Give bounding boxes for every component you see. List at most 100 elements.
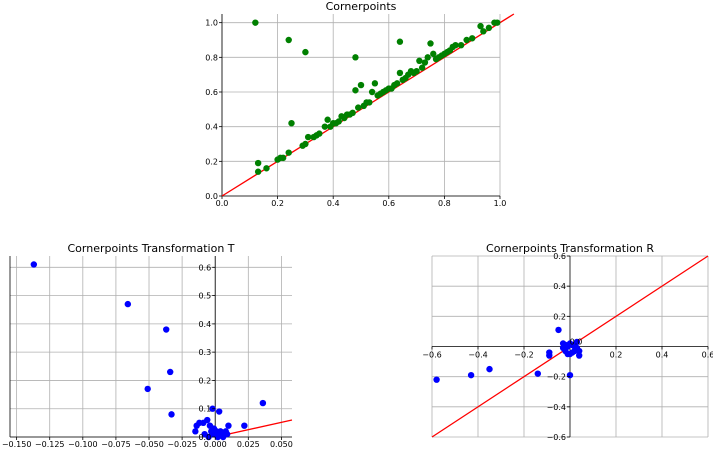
data-point	[263, 165, 270, 172]
y-tick-label: 0.2	[553, 312, 566, 321]
data-point	[193, 422, 200, 429]
y-tick-label: −0.4	[547, 403, 566, 412]
data-point	[368, 88, 376, 96]
chart-title: Cornerpoints Transformation T	[67, 242, 234, 255]
x-tick-label: −0.4	[468, 351, 487, 360]
y-tick-label: 0.6	[198, 263, 211, 272]
data-point	[555, 326, 562, 334]
y-tick-label: 0.0	[205, 192, 218, 201]
x-tick-label: 0.6	[702, 351, 713, 360]
data-point	[418, 64, 426, 71]
data-point	[452, 42, 459, 49]
data-point	[566, 371, 574, 379]
x-tick-label: −0.2	[514, 351, 533, 360]
data-point	[304, 133, 312, 141]
x-tick-label: 0.4	[327, 199, 340, 208]
data-point	[215, 408, 223, 415]
x-tick-label: −0.050	[134, 440, 164, 449]
data-point	[168, 411, 175, 418]
data-point	[225, 422, 232, 429]
x-tick-label: 1.0	[494, 199, 507, 208]
y-tick-label: 0.0	[198, 433, 211, 442]
data-point	[467, 371, 475, 379]
data-point	[573, 338, 581, 346]
data-point	[209, 430, 216, 438]
data-point	[302, 140, 309, 148]
data-point	[393, 80, 401, 87]
x-tick-label: 0.6	[382, 199, 395, 208]
y-tick-label: 0.6	[205, 88, 218, 97]
data-point	[566, 350, 574, 358]
y-tick-label: −0.6	[547, 433, 566, 442]
data-point	[288, 120, 295, 127]
data-point	[421, 59, 429, 66]
data-point	[430, 50, 437, 58]
data-point	[252, 19, 259, 26]
x-tick-label: 0.000	[204, 440, 227, 449]
x-tick-label: 0.2	[271, 199, 284, 208]
data-point	[366, 99, 373, 106]
x-tick-label: 0.050	[270, 440, 293, 449]
y-tick-label: 0.2	[205, 157, 218, 166]
data-point	[457, 42, 465, 49]
data-point	[357, 81, 365, 89]
x-tick-label: 0.4	[656, 351, 669, 360]
data-point	[352, 54, 359, 61]
y-tick-label: 0.5	[198, 292, 211, 301]
data-point	[254, 159, 262, 167]
x-tick-label: −0.6	[422, 351, 441, 360]
data-point	[559, 344, 567, 352]
data-point	[204, 416, 211, 424]
x-tick-label: −0.025	[167, 440, 197, 449]
data-point	[576, 347, 583, 355]
data-point	[469, 35, 476, 42]
x-tick-label: −0.150	[2, 440, 32, 449]
y-tick-label: 0.2	[198, 376, 211, 385]
data-point	[349, 109, 356, 117]
data-point	[486, 365, 493, 373]
chart-transformation-r: Cornerpoints Transformation R −0.6 −0.4 −0.…	[422, 242, 713, 442]
data-point	[494, 19, 501, 26]
data-point	[30, 261, 38, 268]
data-point	[534, 370, 541, 377]
data-point	[316, 130, 323, 137]
data-point	[396, 69, 404, 77]
data-point	[285, 36, 292, 44]
data-point	[352, 87, 359, 94]
y-tick-label: 0.6	[553, 252, 566, 261]
y-tick-label: −0.2	[547, 373, 566, 382]
x-tick-label: 0.0	[216, 199, 229, 208]
data-point	[321, 123, 329, 130]
y-tick-label: 0.4	[198, 320, 211, 329]
y-tick-label: 0.8	[205, 53, 218, 62]
data-point	[463, 36, 470, 44]
data-point	[424, 54, 431, 61]
data-point	[302, 48, 309, 56]
data-point	[241, 422, 248, 429]
x-tick-label: 0.2	[610, 351, 623, 360]
x-tick-label: −0.075	[101, 440, 131, 449]
y-tick-label: 1.0	[205, 19, 218, 28]
x-tick-label: −0.125	[35, 440, 65, 449]
data-point	[433, 376, 440, 383]
y-tick-label: 0.1	[198, 405, 211, 414]
data-point	[355, 104, 362, 111]
data-point	[124, 300, 132, 308]
data-point	[223, 430, 231, 438]
x-tick-label: 0.8	[438, 199, 451, 208]
data-point	[192, 428, 199, 435]
data-point	[144, 385, 151, 393]
data-point	[259, 399, 267, 407]
chart-transformation-t: Cornerpoints Transformation T −0.150 −0.12…	[2, 242, 293, 449]
x-tick-label: −0.100	[68, 440, 98, 449]
data-point	[485, 24, 493, 32]
data-point	[371, 80, 379, 87]
data-point	[335, 118, 342, 125]
data-point	[163, 326, 170, 333]
data-point	[324, 116, 331, 123]
data-point	[546, 352, 553, 359]
y-tick-label: 0.3	[198, 348, 211, 357]
data-point	[254, 168, 262, 175]
chart-cornerpoints: Cornerpoints 0.0 0.2 0.4 0.6 0.8 1.0 0.0 0.2 0.4 0…	[205, 0, 515, 208]
